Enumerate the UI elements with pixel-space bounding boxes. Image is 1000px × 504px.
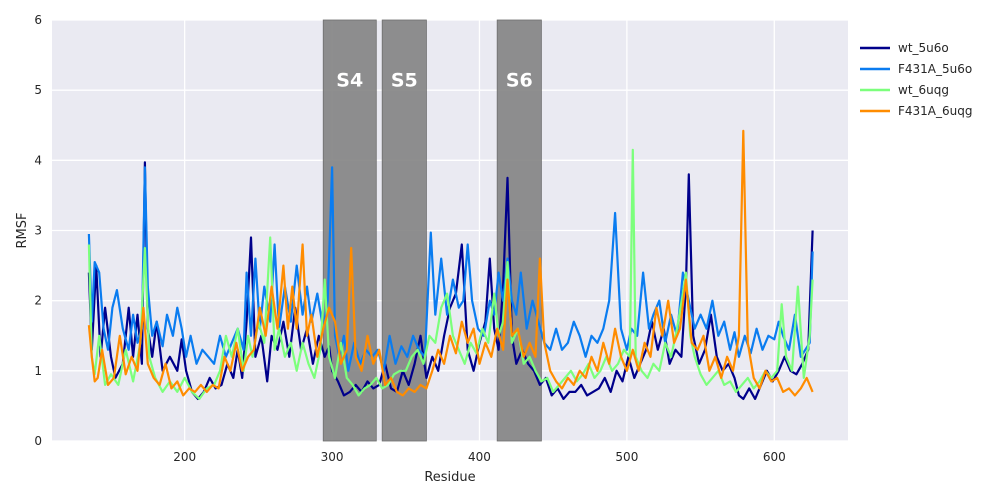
legend-entry-wt_6uqg: wt_6uqg [898,83,949,97]
tick-labels: 200 300 400 500 600 0 1 2 3 4 5 6 [34,13,785,464]
legend: wt_5u6o F431A_5u6o wt_6uqg F431A_6uqg [860,41,973,118]
y-tick-label: 2 [34,294,42,308]
x-tick-label: 300 [321,450,344,464]
region-label-s5: S5 [391,70,418,92]
x-tick-label: 500 [615,450,638,464]
y-tick-label: 3 [34,224,42,238]
legend-entry-wt_5u6o: wt_5u6o [898,41,949,55]
x-tick-label: 400 [468,450,491,464]
series-lines [87,129,814,400]
y-axis-label: RMSF [15,213,30,249]
legend-entry-f431a_6uqg: F431A_6uqg [898,104,973,118]
gridlines [52,19,848,442]
series-line-f431a_6uqg [87,129,814,397]
y-tick-label: 4 [34,153,42,167]
legend-entry-f431a_5u6o: F431A_5u6o [898,62,972,76]
y-tick-label: 5 [34,83,42,97]
y-tick-label: 1 [34,364,42,378]
y-tick-label: 6 [34,13,42,27]
x-tick-label: 200 [173,450,196,464]
y-tick-label: 0 [34,434,42,448]
region-label-s4: S4 [336,70,363,92]
region-label-s6: S6 [506,70,533,92]
x-tick-label: 600 [763,450,786,464]
x-axis-label: Residue [424,470,475,485]
series-line-wt_6uqg [87,148,814,400]
